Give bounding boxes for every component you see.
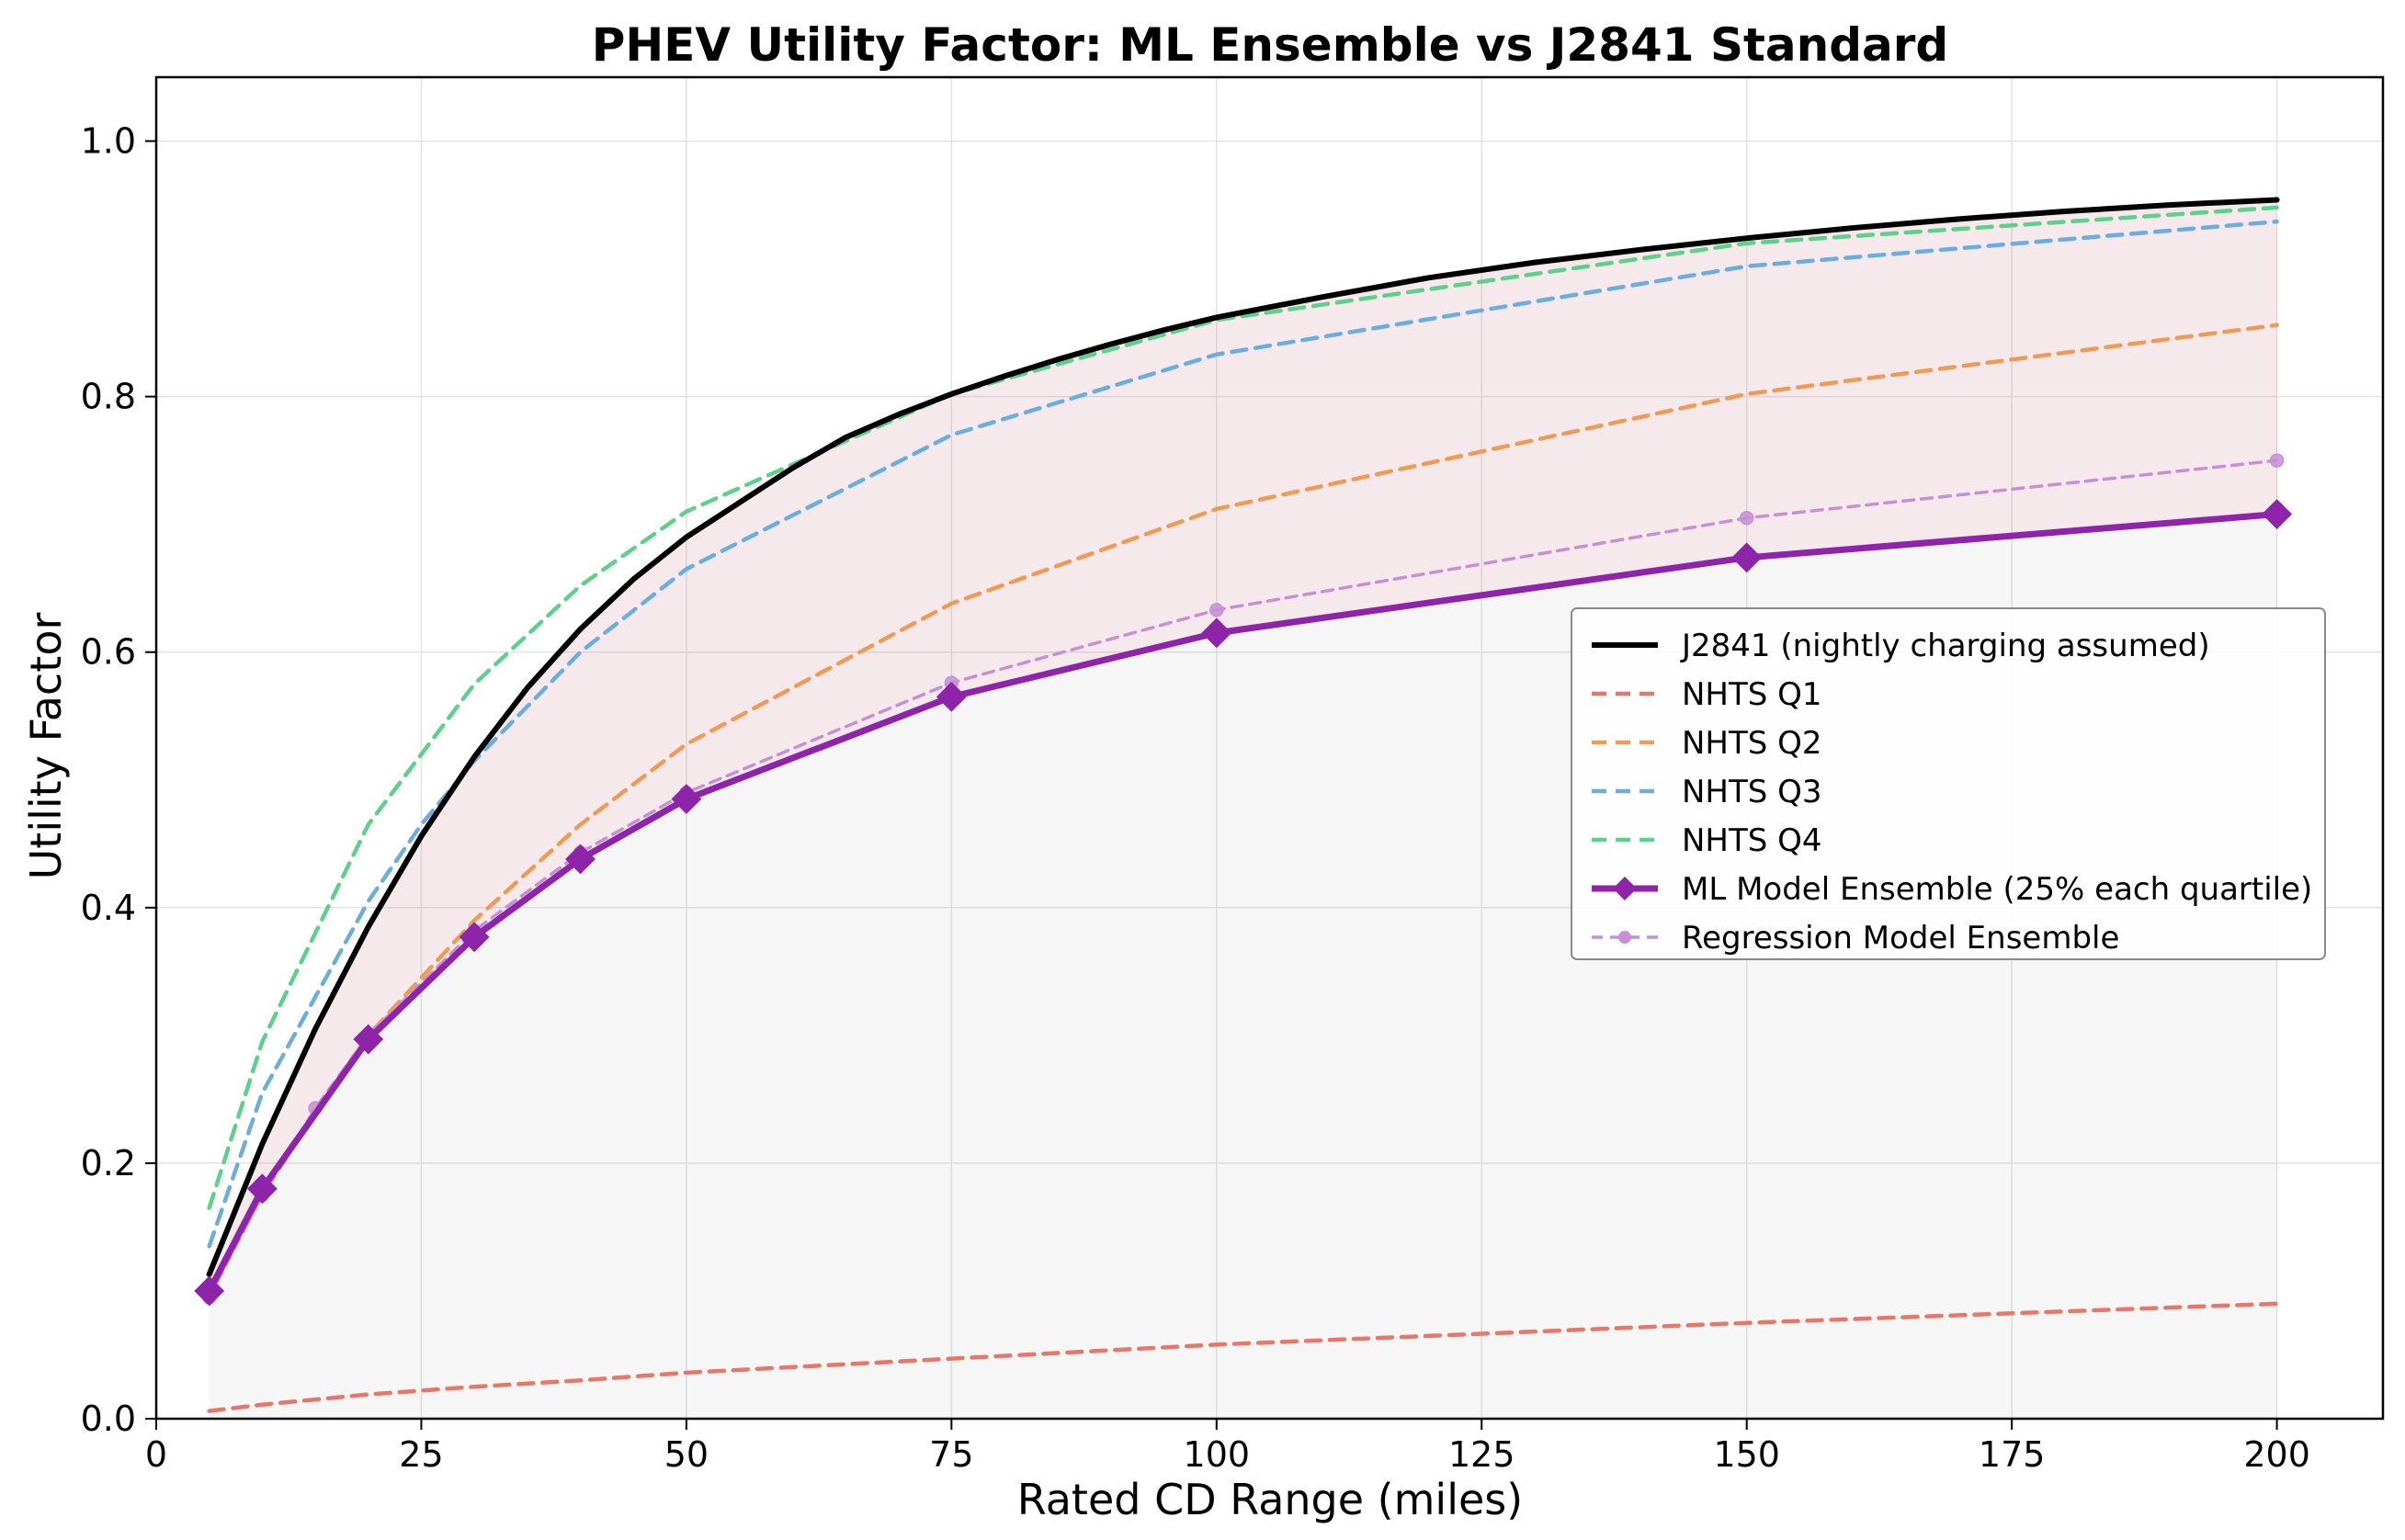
x-axis-label: Rated CD Range (miles) xyxy=(1017,1475,1523,1524)
data-point xyxy=(1739,510,1754,526)
legend-entry: NHTS Q4 xyxy=(1592,822,1822,859)
series-nhts-q3 xyxy=(207,219,2279,1249)
series-line xyxy=(207,1301,2279,1413)
series-line xyxy=(207,205,2279,1210)
legend-entry: Regression Model Ensemble xyxy=(1592,920,2119,957)
y-tick-label: 0.6 xyxy=(81,632,136,673)
series-line xyxy=(206,511,2281,1295)
legend: J2841 (nightly charging assumed) NHTS Q1 N… xyxy=(1571,607,2326,960)
legend-label: ML Model Ensemble (25% each quartile) xyxy=(1682,871,2312,908)
legend-entry: NHTS Q1 xyxy=(1592,676,1822,713)
x-tick-label: 0 xyxy=(145,1434,167,1475)
legend-entry: J2841 (nightly charging assumed) xyxy=(1592,628,2210,664)
x-tick-label: 25 xyxy=(399,1434,443,1475)
y-tick-label: 1.0 xyxy=(81,121,136,162)
data-point xyxy=(194,1275,225,1307)
y-tick-label: 0.8 xyxy=(81,377,136,417)
legend-box xyxy=(1571,607,2326,960)
data-point xyxy=(2269,453,2285,468)
chart-title: PHEV Utility Factor: ML Ensemble vs J284… xyxy=(592,18,1948,72)
y-axis-label: Utility Factor xyxy=(21,613,71,880)
x-tick-label: 100 xyxy=(1184,1434,1251,1475)
y-tick-label: 0.2 xyxy=(81,1143,136,1183)
gap-area-fill xyxy=(209,199,2277,1291)
data-point xyxy=(671,784,702,815)
x-tick-label: 75 xyxy=(929,1434,973,1475)
x-tick-label: 125 xyxy=(1448,1434,1515,1475)
legend-label: Regression Model Ensemble xyxy=(1682,920,2119,957)
legend-marker xyxy=(1613,877,1637,900)
y-tick-label: 0.0 xyxy=(81,1398,136,1439)
legend-marker xyxy=(1618,931,1631,944)
x-tick-label: 200 xyxy=(2243,1434,2310,1475)
data-point xyxy=(246,1173,278,1205)
legend-label: NHTS Q1 xyxy=(1682,676,1822,713)
plot-frame xyxy=(154,75,2385,1421)
data-point xyxy=(459,922,490,953)
x-tick-label: 175 xyxy=(1979,1434,2046,1475)
data-point xyxy=(1201,617,1232,649)
x-tick-label: 50 xyxy=(664,1434,709,1475)
legend-label: NHTS Q3 xyxy=(1682,774,1822,810)
series-line xyxy=(207,219,2279,1249)
series-line xyxy=(206,197,2280,1277)
x-tick-label: 150 xyxy=(1713,1434,1780,1475)
series-group xyxy=(194,197,2293,1413)
legend-entry: NHTS Q3 xyxy=(1592,774,1822,810)
legend-label: NHTS Q4 xyxy=(1682,822,1822,859)
axis-ticks: 0 25 50 75 100 125 150 175 200 0.0 0.2 0.4 0.6 0.8 1.0 xyxy=(81,121,2310,1475)
data-point xyxy=(2262,499,2293,529)
legend-entry: ML Model Ensemble (25% each quartile) xyxy=(1592,871,2312,908)
data-point xyxy=(1209,603,1224,617)
data-point xyxy=(1731,542,1763,573)
series-nhts-q1 xyxy=(207,1301,2279,1413)
data-point xyxy=(353,1024,384,1055)
y-tick-label: 0.4 xyxy=(81,888,136,928)
data-point xyxy=(936,681,967,712)
series-j2841-nightly-charging-assumed xyxy=(206,197,2280,1277)
data-point xyxy=(565,844,596,875)
series-ml-model-ensemble-25-each-quartile xyxy=(194,499,2293,1307)
legend-label: NHTS Q2 xyxy=(1682,725,1822,762)
legend-label: J2841 (nightly charging assumed) xyxy=(1680,628,2210,664)
series-nhts-q4 xyxy=(207,205,2279,1210)
legend-entry: NHTS Q2 xyxy=(1592,725,1822,762)
